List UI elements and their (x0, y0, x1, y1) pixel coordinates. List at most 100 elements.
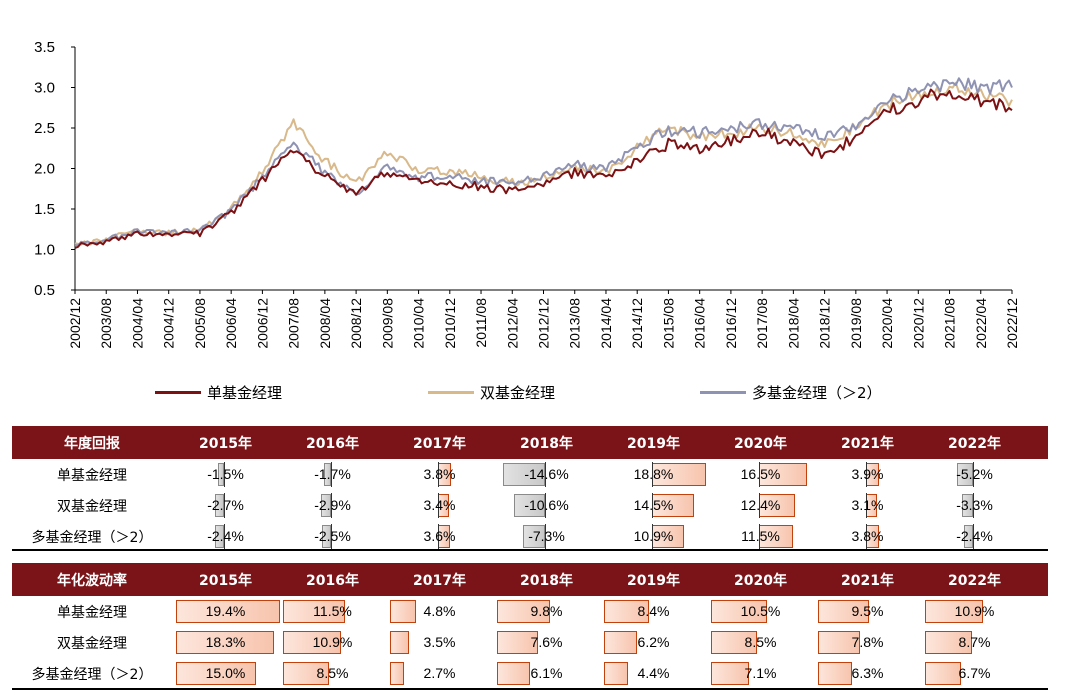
data-cell: -1.5% (172, 459, 279, 490)
data-cell: 10.9% (600, 521, 707, 552)
data-bar (497, 631, 538, 654)
row-label: 多基金经理（＞2） (31, 666, 153, 683)
chart-plot: 0.5 1.0 1.5 2.0 2.5 3.0 3.5 2002/12 2003/08 2004/… (34, 39, 1020, 349)
data-bar (215, 525, 224, 548)
data-bar (217, 463, 224, 486)
bar-zero-axis (973, 524, 974, 549)
x-tick-label: 2018/04 (785, 298, 801, 349)
cell-value: 11.5% (741, 528, 780, 544)
x-tick-label: 2005/08 (192, 298, 208, 349)
x-tick-label: 2008/12 (348, 298, 364, 349)
data-bar (322, 525, 331, 548)
data-cell: 3.9% (814, 459, 921, 490)
bar-zero-axis (224, 524, 225, 549)
cell-value: 8.5% (316, 665, 349, 681)
data-bar (818, 631, 860, 654)
cell-value: 6.2% (637, 634, 670, 650)
data-cell: 10.9% (921, 596, 1028, 627)
data-bar (961, 494, 973, 517)
x-tick-label: 2004/04 (129, 298, 145, 349)
x-tick-label: 2006/12 (254, 298, 270, 349)
year-header: 2016年 (306, 435, 359, 452)
x-tick-label: 2020/12 (910, 298, 926, 349)
data-cell: -2.9% (279, 490, 386, 521)
x-tick-label: 2011/08 (473, 298, 489, 348)
bar-zero-axis (759, 493, 760, 518)
legend-item-single: 单基金经理 (155, 380, 282, 404)
x-tick-label: 2008/04 (317, 298, 333, 349)
cell-value: 6.1% (530, 665, 563, 681)
bar-zero-axis (331, 462, 332, 487)
cell-value: 10.9% (954, 603, 995, 619)
data-cell: 3.5% (386, 627, 493, 658)
data-cell: -14.6% (493, 459, 600, 490)
data-bar (320, 494, 331, 517)
year-header: 2017年 (413, 435, 466, 452)
data-cell: 4.4% (600, 658, 707, 689)
data-cell: 10.5% (707, 596, 814, 627)
row-label: 单基金经理 (57, 467, 127, 484)
data-cell: -7.3% (493, 521, 600, 552)
x-tick-label: 2006/04 (223, 298, 239, 349)
cell-value: -10.6% (524, 497, 569, 513)
bar-zero-axis (973, 493, 974, 518)
x-tick-label: 2012/04 (504, 298, 520, 349)
x-tick-label: 2009/08 (379, 298, 395, 349)
year-header: 2022年 (948, 435, 1001, 452)
x-tick-label: 2013/08 (567, 298, 583, 349)
cell-value: 3.4% (423, 497, 456, 513)
data-cell: 11.5% (279, 596, 386, 627)
year-header: 2019年 (627, 435, 680, 452)
year-header: 2015年 (199, 435, 252, 452)
data-cell: 12.4% (707, 490, 814, 521)
x-tick-label: 2002/12 (67, 298, 83, 349)
data-bar (604, 631, 638, 654)
volatility-table-header: 年化波动率 2015年 2016年 2017年 2018年 2019年 2020年 2021年… (12, 563, 1048, 596)
table-row: 单基金经理 -1.5% -1.7% 3.8% -14.6% 18.8% 16.5% 3.9% -… (12, 459, 1048, 490)
data-bar (964, 525, 973, 548)
data-bar (176, 600, 280, 623)
cell-value: 7.6% (530, 634, 563, 650)
data-cell: -2.4% (921, 521, 1028, 552)
series-line-single (74, 88, 1013, 249)
bar-zero-axis (438, 493, 439, 518)
x-tick-label: 2010/12 (442, 298, 458, 349)
annual-volatility-table: 年化波动率 2015年 2016年 2017年 2018年 2019年 2020年 2021年… (12, 563, 1048, 689)
data-cell: 3.6% (386, 521, 493, 552)
x-tick-label: 2016/04 (692, 298, 708, 349)
cell-value: 4.4% (637, 665, 670, 681)
year-header: 2022年 (948, 572, 1001, 589)
return-table-header: 年度回报 2015年 2016年 2017年 2018年 2019年 2020年 2021年 2… (12, 426, 1048, 459)
x-tick-label: 2022/04 (973, 298, 989, 349)
volatility-header-title: 年化波动率 (57, 572, 127, 589)
data-cell: -5.2% (921, 459, 1028, 490)
data-bar (925, 662, 961, 685)
y-tick-label: 2.5 (34, 120, 55, 137)
data-cell: -2.7% (172, 490, 279, 521)
data-cell: 4.8% (386, 596, 493, 627)
data-cell: -1.7% (279, 459, 386, 490)
data-cell: 18.3% (172, 627, 279, 658)
year-header: 2020年 (734, 572, 787, 589)
year-header: 2015年 (199, 572, 252, 589)
data-bar (390, 662, 405, 685)
data-bar (497, 662, 530, 685)
cell-value: 6.7% (958, 665, 991, 681)
x-tick-label: 2020/04 (879, 298, 895, 349)
data-cell: 6.2% (600, 627, 707, 658)
x-tick-label: 2012/12 (536, 298, 552, 349)
cell-value: 3.9% (851, 466, 884, 482)
row-label: 双基金经理 (57, 498, 127, 515)
nav-line-chart: 0.5 1.0 1.5 2.0 2.5 3.0 3.5 2002/12 2003/08 2004/… (34, 39, 1020, 404)
data-cell: 7.6% (493, 627, 600, 658)
cell-value: -2.7% (207, 497, 244, 513)
data-cell: 14.5% (600, 490, 707, 521)
cell-value: -14.6% (524, 466, 569, 482)
data-cell: 18.8% (600, 459, 707, 490)
bar-zero-axis (438, 524, 439, 549)
cell-value: 8.5% (744, 634, 777, 650)
cell-value: -3.3% (956, 497, 993, 513)
legend-swatch-single (155, 390, 201, 394)
cell-value: 3.6% (423, 528, 456, 544)
x-tick-label: 2014/04 (598, 298, 614, 349)
